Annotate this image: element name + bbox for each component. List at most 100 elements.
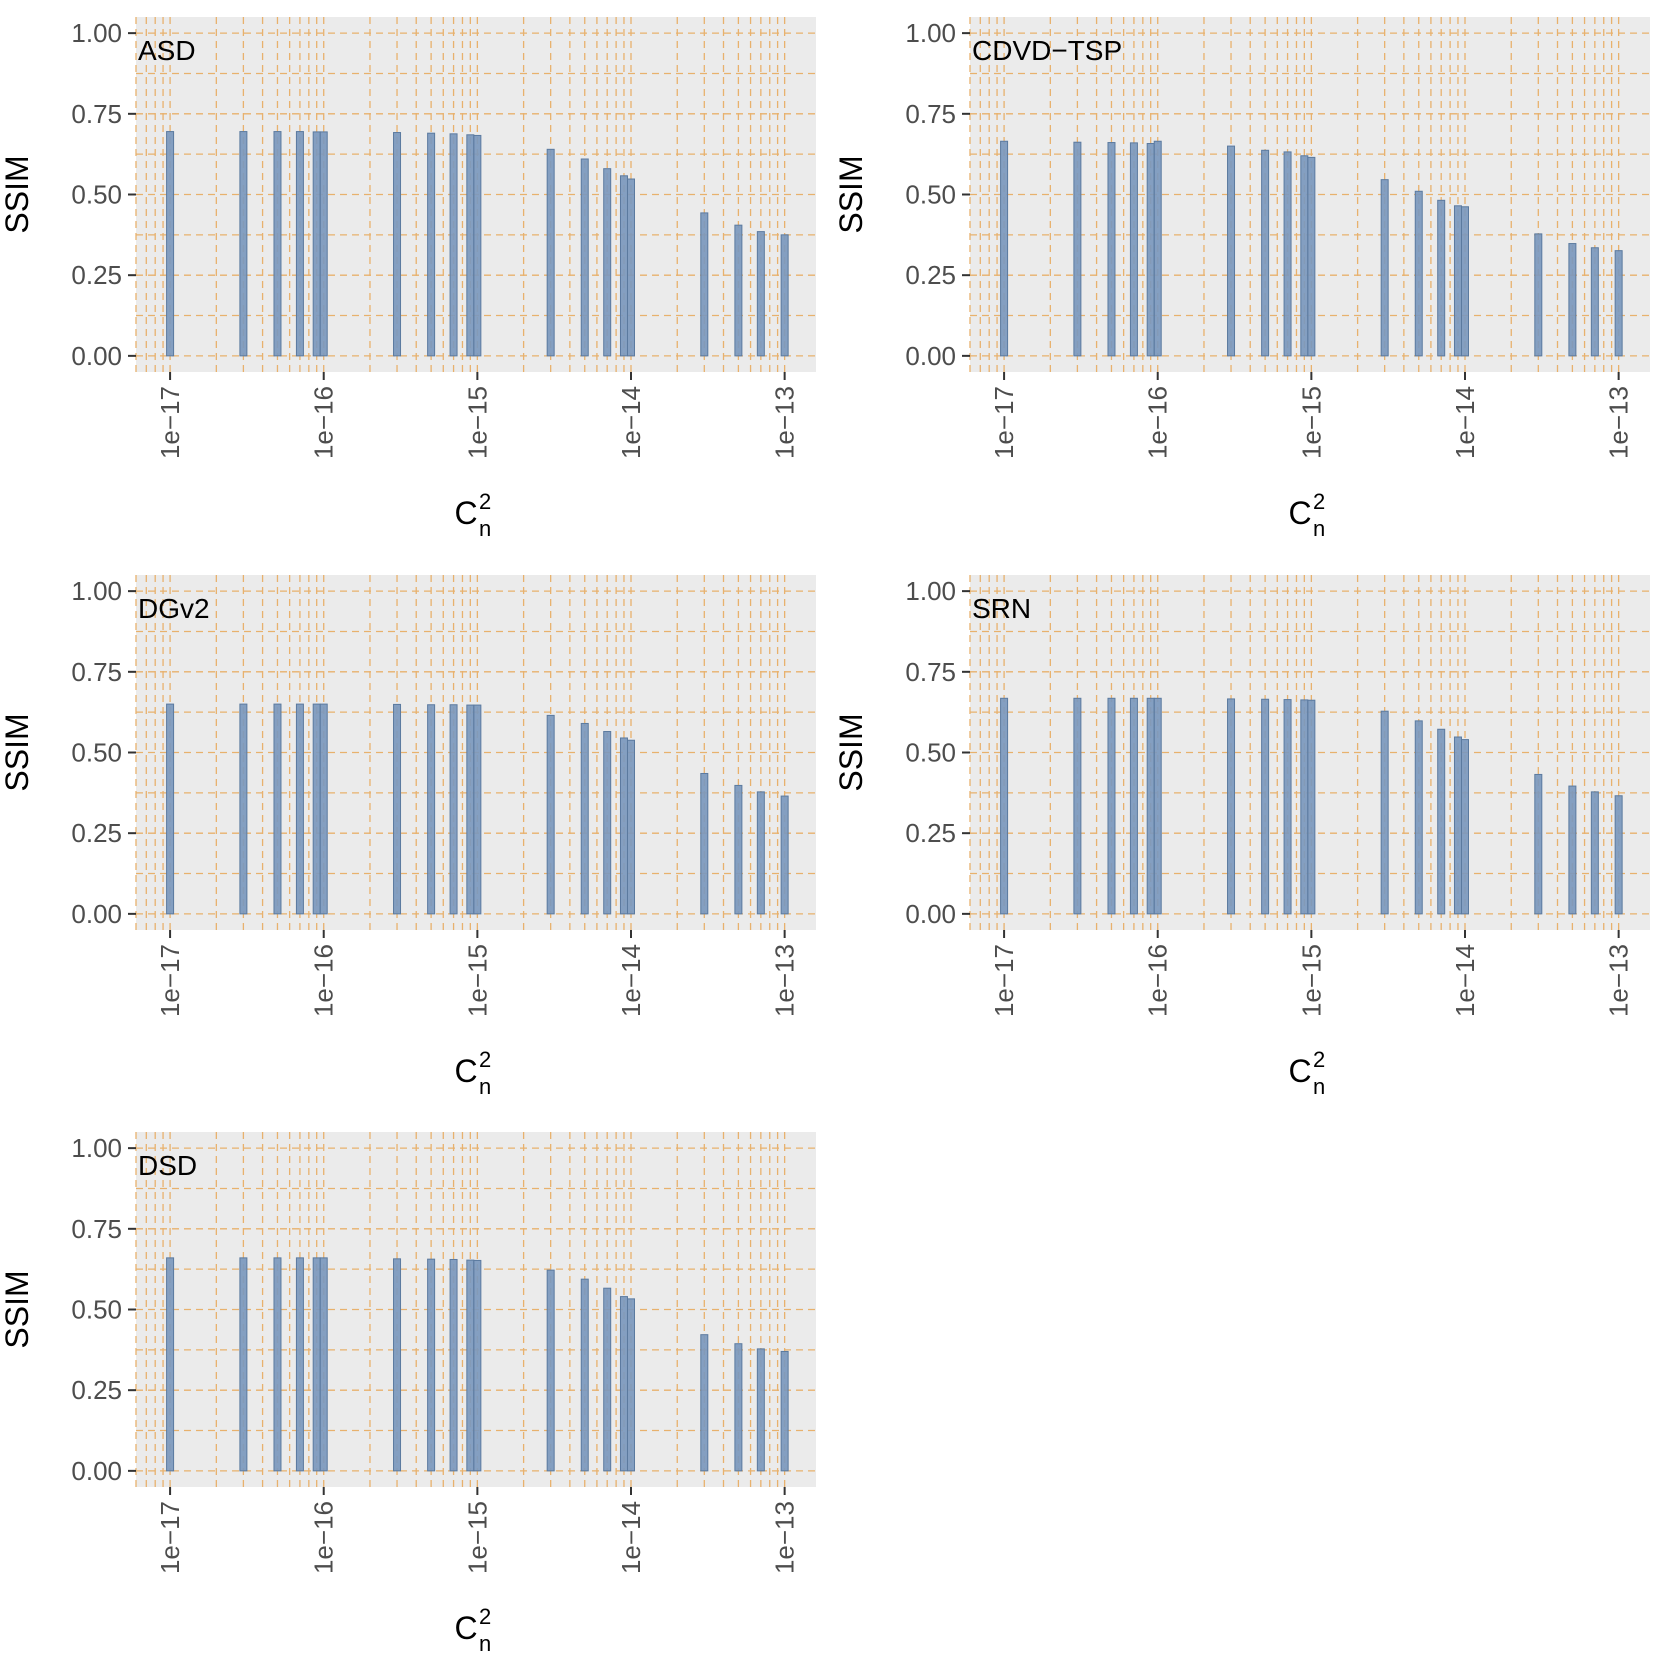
bar [1129, 142, 1138, 357]
bar [273, 1257, 282, 1472]
bar [295, 703, 304, 915]
bar [312, 703, 321, 915]
bar [1146, 697, 1155, 915]
y-tick-label: 0.25 [71, 260, 122, 290]
bar [427, 704, 436, 915]
x-axis-title-sub: n [1313, 516, 1325, 541]
bar [166, 1257, 175, 1472]
bar [1107, 142, 1116, 357]
y-tick-label: 0.50 [71, 180, 122, 210]
x-tick-label: 1e−15 [1296, 386, 1326, 459]
x-axis-title: C 2n [1288, 489, 1325, 541]
bar [627, 1298, 636, 1472]
bar [1000, 140, 1009, 357]
x-axis-title-sup: 2 [479, 489, 491, 514]
bar [700, 1334, 709, 1472]
panel-title: ASD [138, 35, 196, 66]
bar [603, 1287, 612, 1472]
x-tick-label: 1e−14 [616, 386, 646, 459]
x-axis-title-sup: 2 [479, 1047, 491, 1072]
bar [780, 795, 789, 915]
y-tick-label: 0.50 [905, 180, 956, 210]
bar [1437, 728, 1446, 915]
x-axis-title-sup: 2 [479, 1604, 491, 1629]
y-tick-label: 0.50 [71, 1295, 122, 1325]
bar [273, 131, 282, 357]
bar [319, 703, 328, 915]
x-tick-label: 1e−14 [1450, 944, 1480, 1017]
x-tick-label: 1e−14 [616, 1501, 646, 1574]
bar [734, 784, 743, 915]
bar [1614, 250, 1623, 357]
bar [1283, 151, 1292, 357]
bar [619, 1296, 628, 1472]
bar [449, 1258, 458, 1472]
bar [466, 134, 475, 357]
y-tick-label: 0.50 [71, 738, 122, 768]
bar [393, 1258, 402, 1472]
bar [1073, 141, 1082, 357]
bar [449, 704, 458, 915]
panel-title: DSD [138, 1150, 197, 1181]
x-tick-label: 1e−16 [309, 944, 339, 1017]
bar [1261, 698, 1270, 915]
x-tick-label: 1e−17 [989, 944, 1019, 1017]
x-tick-label: 1e−14 [1450, 386, 1480, 459]
bar [473, 704, 482, 915]
x-tick-label: 1e−13 [1604, 944, 1634, 1017]
y-tick-label: 0.00 [71, 899, 122, 929]
x-tick-label: 1e−13 [770, 944, 800, 1017]
bar [1107, 697, 1116, 915]
bar [580, 1278, 589, 1472]
x-axis-title-sup: 2 [1313, 1047, 1325, 1072]
bar [295, 1257, 304, 1472]
y-axis-title: SSIM [833, 155, 869, 233]
bar [1461, 739, 1470, 915]
bar [1129, 697, 1138, 915]
bar [700, 772, 709, 915]
bar [1153, 697, 1162, 915]
y-tick-label: 0.50 [905, 738, 956, 768]
x-tick-label: 1e−13 [770, 1501, 800, 1574]
bar [427, 132, 436, 357]
bar [473, 134, 482, 357]
y-tick-label: 0.25 [71, 818, 122, 848]
y-tick-label: 0.75 [71, 657, 122, 687]
panel-2: CDVD−TSP 0.00 0.25 0.50 0.75 1.00 1e−17 1e−16 1e… [833, 17, 1650, 541]
y-tick-label: 0.00 [71, 1456, 122, 1486]
bar [756, 1348, 765, 1472]
bar [295, 131, 304, 357]
x-tick-label: 1e−15 [462, 1501, 492, 1574]
bar [319, 1257, 328, 1472]
bar [1261, 149, 1270, 357]
bar [1590, 247, 1599, 357]
x-tick-label: 1e−14 [616, 944, 646, 1017]
x-axis-title: C 2n [1288, 1047, 1325, 1099]
x-tick-label: 1e−15 [462, 386, 492, 459]
x-axis-title: C 2n [454, 1047, 491, 1099]
bar [1414, 190, 1423, 357]
bar [239, 703, 248, 915]
x-axis-title: C 2n [454, 489, 491, 541]
x-tick-label: 1e−17 [155, 944, 185, 1017]
bar [1307, 699, 1316, 915]
bar [1568, 243, 1577, 357]
x-tick-label: 1e−16 [309, 386, 339, 459]
bar [1307, 156, 1316, 357]
bar [619, 737, 628, 915]
bar [1283, 699, 1292, 915]
x-axis-title-sup: 2 [1313, 489, 1325, 514]
bar [756, 231, 765, 357]
bar [473, 1259, 482, 1472]
bar [273, 703, 282, 915]
bar [466, 704, 475, 915]
bar [1453, 736, 1462, 915]
y-tick-label: 0.75 [71, 1214, 122, 1244]
y-tick-label: 0.75 [905, 99, 956, 129]
y-tick-label: 1.00 [71, 1133, 122, 1163]
bar [427, 1258, 436, 1472]
x-tick-label: 1e−17 [989, 386, 1019, 459]
bar [603, 731, 612, 915]
bar [627, 178, 636, 357]
bar [1146, 143, 1155, 357]
